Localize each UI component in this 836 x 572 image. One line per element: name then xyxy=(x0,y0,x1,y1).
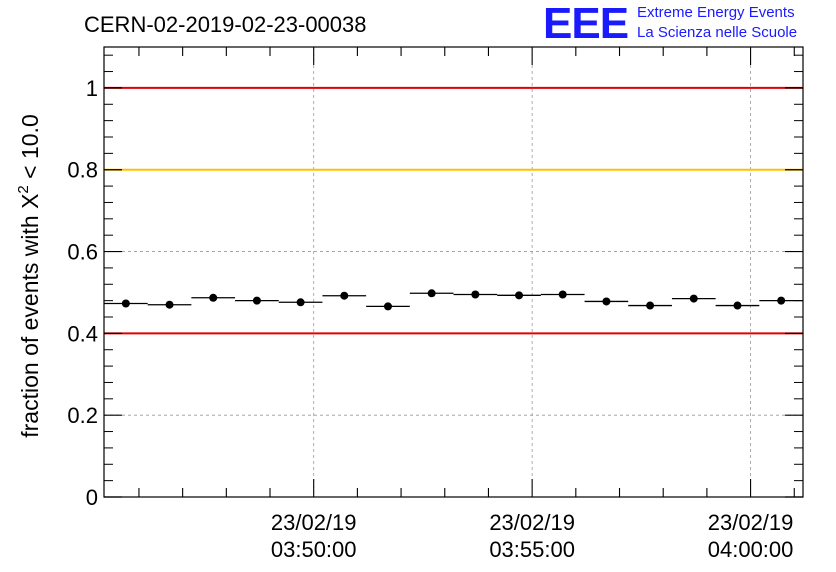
y-axis-label-prefix: fraction of events with xyxy=(17,209,43,438)
data-point xyxy=(409,289,454,298)
data-point xyxy=(715,301,760,310)
eee-logo-mark: EEE xyxy=(543,0,629,48)
threshold-layer xyxy=(104,86,803,335)
data-point-marker xyxy=(340,291,349,300)
data-point-marker xyxy=(209,293,218,302)
data-point xyxy=(322,291,367,300)
grid-layer xyxy=(104,47,803,497)
data-point xyxy=(366,302,410,311)
data-point xyxy=(671,294,716,303)
data-point xyxy=(147,300,192,309)
data-point-marker xyxy=(296,298,305,307)
x-tick-label-time: 03:50:00 xyxy=(271,537,357,562)
data-point xyxy=(278,298,323,307)
data-point xyxy=(235,296,279,305)
y-tick-label: 0.6 xyxy=(67,240,98,265)
data-point xyxy=(628,301,672,310)
data-point xyxy=(540,290,585,299)
data-point-marker xyxy=(558,290,567,299)
data-point-marker xyxy=(427,289,436,298)
y-tick-label: 0.4 xyxy=(67,321,98,346)
data-point-marker xyxy=(515,291,524,300)
x-tick-label-date: 23/02/19 xyxy=(489,510,575,535)
ticks-layer xyxy=(104,47,803,498)
x-tick-label-time: 03:55:00 xyxy=(489,537,575,562)
y-tick-label: 1 xyxy=(86,76,98,101)
data-point-marker xyxy=(646,301,655,310)
data-point-marker xyxy=(252,296,261,305)
logo-project-name: Extreme Energy Events xyxy=(637,4,795,21)
plot-frame xyxy=(103,46,804,498)
logo-subtitle: La Scienza nelle Scuole xyxy=(637,24,798,41)
data-point xyxy=(584,297,629,306)
y-tick-label: 0 xyxy=(86,485,98,510)
points-layer xyxy=(104,289,803,311)
run-title: CERN-02-2019-02-23-00038 xyxy=(84,12,367,37)
x-tick-label-time: 04:00:00 xyxy=(708,537,794,562)
data-point-marker xyxy=(689,294,698,303)
data-point xyxy=(104,299,148,308)
x-tick-label-date: 23/02/19 xyxy=(271,510,357,535)
data-point-marker xyxy=(165,300,174,309)
y-axis-label-exponent: 2 xyxy=(15,185,32,193)
y-axis-label-suffix: < 10.0 xyxy=(17,114,43,185)
data-point-marker xyxy=(602,297,611,306)
data-point xyxy=(497,291,541,300)
x-tick-label-date: 23/02/19 xyxy=(708,510,794,535)
data-point-marker xyxy=(383,302,392,311)
data-point-marker xyxy=(471,290,480,299)
y-axis-label-symbol: X xyxy=(17,194,43,209)
labels-layer: 00.20.40.60.8123/02/1903:50:0023/02/1903… xyxy=(67,76,793,562)
data-point xyxy=(453,290,498,299)
y-axis-label: fraction of events with X2 < 10.0 xyxy=(15,114,43,438)
data-point-marker xyxy=(121,299,130,308)
y-tick-label: 0.8 xyxy=(67,158,98,183)
data-point xyxy=(191,293,236,302)
data-point-marker xyxy=(733,301,742,310)
data-point-marker xyxy=(777,296,786,305)
y-tick-label: 0.2 xyxy=(67,403,98,428)
